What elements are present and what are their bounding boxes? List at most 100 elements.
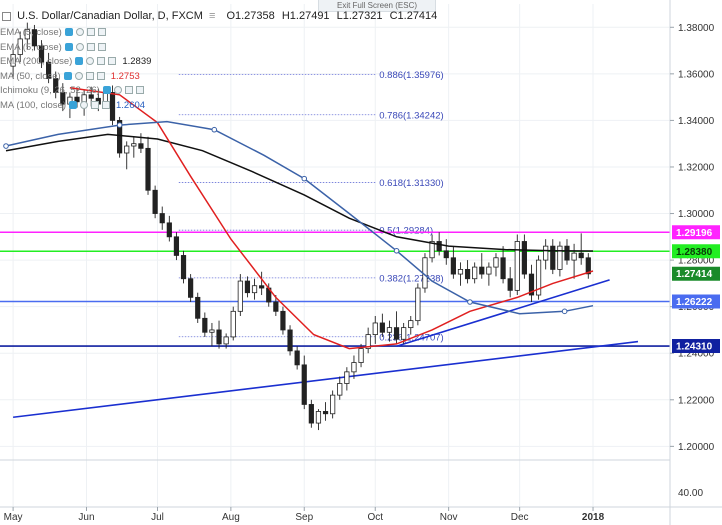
candle-body [166, 222, 172, 238]
ma-marker [3, 143, 9, 149]
ma-marker [467, 299, 473, 305]
candle-body [500, 257, 506, 280]
candle [408, 315, 414, 335]
candle-body [230, 310, 236, 338]
remove-icon[interactable] [102, 100, 110, 109]
candle [464, 260, 471, 284]
candle [230, 306, 236, 341]
settings-icon[interactable] [86, 57, 95, 66]
candle-body [571, 252, 577, 261]
format-icon[interactable] [85, 71, 94, 80]
candle-body [372, 322, 378, 336]
candle-body [145, 147, 151, 191]
candle-body [10, 54, 16, 67]
trendlines [13, 279, 639, 419]
chart-grid [0, 4, 670, 507]
x-tick-label: Jul [151, 512, 164, 523]
candle [330, 390, 336, 419]
candle [74, 87, 80, 108]
remove-icon[interactable] [97, 28, 106, 37]
candle-body [17, 38, 23, 55]
candle-body [415, 287, 421, 322]
visibility-icon[interactable] [64, 42, 73, 51]
ohlc-open: O1.27358 [226, 10, 275, 22]
visibility-icon[interactable] [75, 57, 84, 66]
candle-body [457, 269, 464, 275]
format-icon[interactable] [124, 86, 133, 95]
visibility-icon[interactable] [63, 71, 72, 80]
candle [46, 52, 52, 84]
legend-row: Ichimoku (9, 26, 52, 26) [0, 85, 144, 96]
format-icon[interactable] [97, 57, 106, 66]
candle-body [209, 329, 215, 333]
legend-label: MA (50, close) [0, 70, 61, 82]
candle [152, 185, 158, 219]
candle-body [557, 245, 563, 270]
settings-dropdown-icon[interactable]: ≡ [208, 10, 216, 22]
remove-icon[interactable] [97, 42, 106, 51]
ohlc-low: L1.27321 [336, 10, 383, 22]
legend-value: 1.2753 [110, 70, 140, 82]
candle [322, 402, 329, 421]
candle-body [280, 310, 286, 331]
candle [10, 45, 16, 79]
candle-body [578, 252, 584, 259]
candle-body [514, 241, 520, 291]
remove-icon[interactable] [108, 57, 117, 66]
format-icon[interactable] [86, 42, 95, 51]
symbol-title: U.S. Dollar/Canadian Dollar, D, FXCM [17, 10, 203, 22]
x-tick-label: May [4, 512, 23, 523]
candle-body [486, 266, 492, 275]
moving-average-line [5, 120, 594, 315]
fib-level-label: 0.5(1.29284) [379, 226, 433, 237]
price-tag-label: 1.27414 [676, 269, 713, 280]
candle [514, 234, 520, 296]
candle [287, 325, 293, 356]
candle-body [393, 327, 400, 340]
visibility-icon[interactable] [102, 86, 111, 95]
candle [209, 322, 215, 347]
visibility-icon[interactable] [69, 100, 77, 109]
legend-row: EMA (5, close) [0, 42, 106, 53]
x-tick-label: Jun [78, 512, 94, 523]
moving-average-lines [3, 87, 594, 350]
ma-marker [301, 175, 308, 182]
format-icon[interactable] [86, 28, 95, 37]
candle [159, 206, 165, 230]
candle [564, 239, 570, 265]
settings-icon[interactable] [80, 100, 88, 109]
candle-body [180, 255, 187, 280]
candle [138, 133, 144, 154]
exit-fullscreen-button[interactable]: Exit Full Screen (ESC) [318, 0, 436, 12]
settings-icon[interactable] [113, 86, 122, 95]
settings-icon[interactable] [75, 42, 84, 51]
candle-body [507, 278, 513, 291]
legend-row: EMA (5, close) [0, 27, 106, 38]
settings-icon[interactable] [75, 28, 84, 37]
candle [344, 367, 350, 391]
remove-icon[interactable] [96, 71, 105, 80]
settings-icon[interactable] [74, 71, 83, 80]
candle [450, 246, 456, 279]
candle-body [386, 327, 393, 333]
y-tick-label: 1.32000 [678, 162, 715, 173]
symbol-title-bar: U.S. Dollar/Canadian Dollar, D, FXCM ≡ O… [2, 10, 437, 22]
remove-icon[interactable] [135, 86, 144, 95]
candle [31, 24, 38, 51]
candle-body [24, 29, 30, 40]
chart-collapse-icon[interactable] [2, 11, 11, 21]
candle-body [294, 350, 300, 366]
candle-body [521, 241, 527, 275]
visibility-icon[interactable] [64, 28, 73, 37]
y-tick-label: 1.30000 [678, 209, 715, 220]
candle-body [550, 245, 556, 270]
format-icon[interactable] [91, 100, 99, 109]
candle-body [251, 285, 258, 294]
candle-body [88, 94, 94, 99]
price-tag-bg [672, 339, 720, 354]
candle [500, 246, 506, 284]
price-axis-labels: 1.29196 1.28380 1.26222 1.24310 1.27414 [672, 225, 720, 354]
candle-body [379, 322, 385, 333]
legend-row: MA (100, close) 1.2604 [0, 100, 145, 111]
